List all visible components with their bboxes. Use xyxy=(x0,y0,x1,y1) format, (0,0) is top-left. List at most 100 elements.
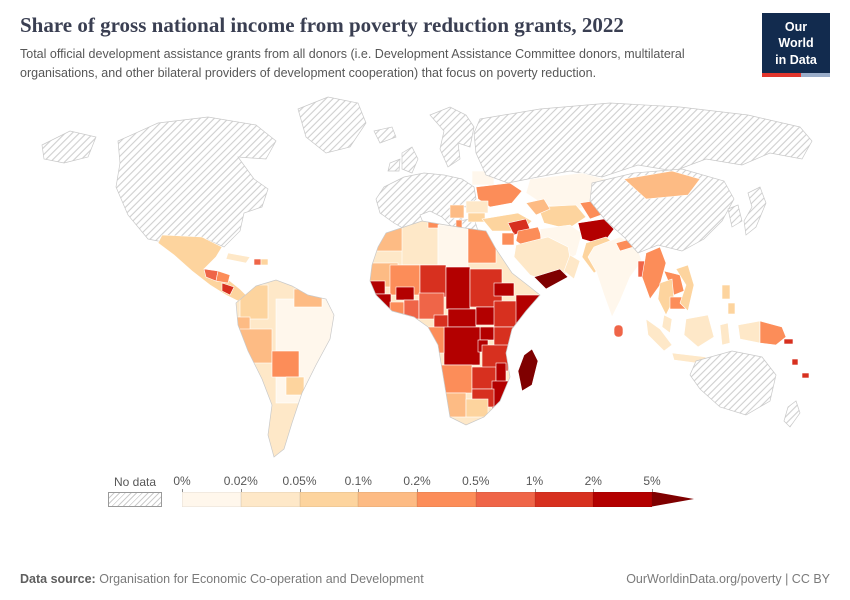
country-nigeria[interactable] xyxy=(418,292,445,319)
country-colombia[interactable] xyxy=(239,284,269,319)
region-europe[interactable] xyxy=(375,106,523,235)
country-peru[interactable] xyxy=(237,328,273,363)
country-morocco[interactable] xyxy=(375,224,405,251)
country-canada-usa[interactable] xyxy=(115,116,277,247)
legend-bar-row xyxy=(182,488,694,507)
country-libya[interactable] xyxy=(437,224,469,267)
country-greenland[interactable] xyxy=(297,96,367,153)
country-new-zealand[interactable] xyxy=(783,399,801,428)
world-map[interactable] xyxy=(20,87,830,472)
country-philippines-south[interactable] xyxy=(727,302,736,314)
country-vanuatu[interactable] xyxy=(791,358,799,365)
legend-tick-mark xyxy=(240,488,242,492)
country-fiji[interactable] xyxy=(801,372,810,378)
country-mexico[interactable] xyxy=(157,234,247,301)
country-indonesia-sulawesi[interactable] xyxy=(719,322,731,345)
legend-color-segment[interactable] xyxy=(182,491,241,507)
legend-arrow[interactable] xyxy=(652,491,694,507)
country-serbia-bosnia[interactable] xyxy=(449,204,465,218)
country-madagascar[interactable] xyxy=(517,348,539,391)
legend-color-segment[interactable] xyxy=(593,491,652,507)
country-yemen[interactable] xyxy=(533,268,569,289)
country-sri-lanka[interactable] xyxy=(613,324,624,337)
country-dominican-republic[interactable] xyxy=(260,258,269,265)
country-united-kingdom[interactable] xyxy=(401,146,419,173)
no-data-legend: No data xyxy=(108,475,162,507)
country-philippines[interactable] xyxy=(721,284,731,299)
country-indonesia-west-papua[interactable] xyxy=(737,320,761,343)
country-uganda[interactable] xyxy=(479,326,495,340)
country-lesotho[interactable] xyxy=(474,427,482,435)
legend-tick-mark xyxy=(182,488,183,492)
country-romania[interactable] xyxy=(465,200,489,213)
country-india[interactable] xyxy=(587,236,643,318)
region-caucasus[interactable] xyxy=(525,198,551,215)
country-china[interactable] xyxy=(589,168,735,253)
country-drc[interactable] xyxy=(443,326,481,365)
country-central-african-republic[interactable] xyxy=(447,308,477,327)
country-korea[interactable] xyxy=(727,204,743,228)
country-russia[interactable] xyxy=(473,102,813,183)
country-honduras[interactable] xyxy=(215,270,231,283)
legend-colorbar: 0% 0.02% 0.05% 0.1% 0.2% 0.5% 1% 2% 5% xyxy=(173,474,694,507)
owid-logo[interactable]: Our World in Data xyxy=(762,13,830,77)
country-south-africa[interactable] xyxy=(445,416,493,439)
region-east-asia[interactable] xyxy=(589,168,767,253)
country-eritrea-djibouti[interactable] xyxy=(493,282,515,296)
country-alaska[interactable] xyxy=(41,130,97,163)
country-mongolia[interactable] xyxy=(623,170,701,199)
country-chad[interactable] xyxy=(445,266,471,309)
country-niger[interactable] xyxy=(419,264,447,297)
country-ecuador[interactable] xyxy=(234,316,251,330)
country-guyana-suriname[interactable] xyxy=(293,288,323,307)
legend-color-segment[interactable] xyxy=(417,491,476,507)
footer-link[interactable]: OurWorldinData.org/poverty | CC BY xyxy=(626,572,830,586)
region-oceania[interactable] xyxy=(689,338,810,428)
country-mozambique[interactable] xyxy=(491,380,515,415)
country-paraguay[interactable] xyxy=(285,376,305,395)
region-southeast-asia[interactable] xyxy=(641,246,787,364)
legend-tick-mark xyxy=(358,488,360,492)
country-tunisia[interactable] xyxy=(427,215,440,228)
country-haiti[interactable] xyxy=(253,258,262,265)
country-egypt[interactable] xyxy=(467,226,497,263)
country-cuba[interactable] xyxy=(225,252,251,263)
country-vietnam[interactable] xyxy=(675,264,695,312)
country-bolivia[interactable] xyxy=(271,350,300,377)
header-text: Share of gross national income from pove… xyxy=(20,13,720,83)
country-australia[interactable] xyxy=(689,350,777,415)
no-data-swatch[interactable] xyxy=(108,491,162,507)
country-nicaragua[interactable] xyxy=(221,282,235,295)
country-ireland[interactable] xyxy=(387,157,401,171)
country-uzbekistan-turkmenistan[interactable] xyxy=(537,204,587,229)
country-solomon-islands[interactable] xyxy=(783,338,794,344)
legend-color-segment[interactable] xyxy=(475,491,535,507)
legend-color-segment[interactable] xyxy=(534,491,594,507)
country-indonesia-sumatra[interactable] xyxy=(645,317,673,351)
country-burkina-faso[interactable] xyxy=(395,286,415,300)
region-scandinavia[interactable] xyxy=(429,106,475,168)
country-malaysia[interactable] xyxy=(661,314,673,334)
country-cote-divoire[interactable] xyxy=(389,301,405,319)
country-papua-new-guinea[interactable] xyxy=(759,320,787,345)
legend-bar xyxy=(182,488,653,507)
country-indonesia-borneo[interactable] xyxy=(683,314,715,347)
country-jordan-israel[interactable] xyxy=(501,232,515,245)
region-north-america[interactable] xyxy=(41,96,397,247)
country-algeria[interactable] xyxy=(401,219,439,265)
legend-tick-mark xyxy=(417,488,418,492)
country-japan[interactable] xyxy=(743,186,767,236)
data-source-label: Data source: xyxy=(20,572,96,586)
country-oman[interactable] xyxy=(563,254,581,280)
country-angola[interactable] xyxy=(439,364,473,393)
legend-color-segment[interactable] xyxy=(358,491,417,507)
country-somalia[interactable] xyxy=(515,294,542,337)
legend-color-segment[interactable] xyxy=(240,491,300,507)
country-bulgaria[interactable] xyxy=(467,212,486,222)
country-iceland[interactable] xyxy=(373,126,397,143)
region-south-america[interactable] xyxy=(230,275,342,463)
country-guinea-sierra-leone[interactable] xyxy=(371,293,392,313)
region-central-america[interactable] xyxy=(157,234,269,301)
legend-color-segment[interactable] xyxy=(299,491,359,507)
